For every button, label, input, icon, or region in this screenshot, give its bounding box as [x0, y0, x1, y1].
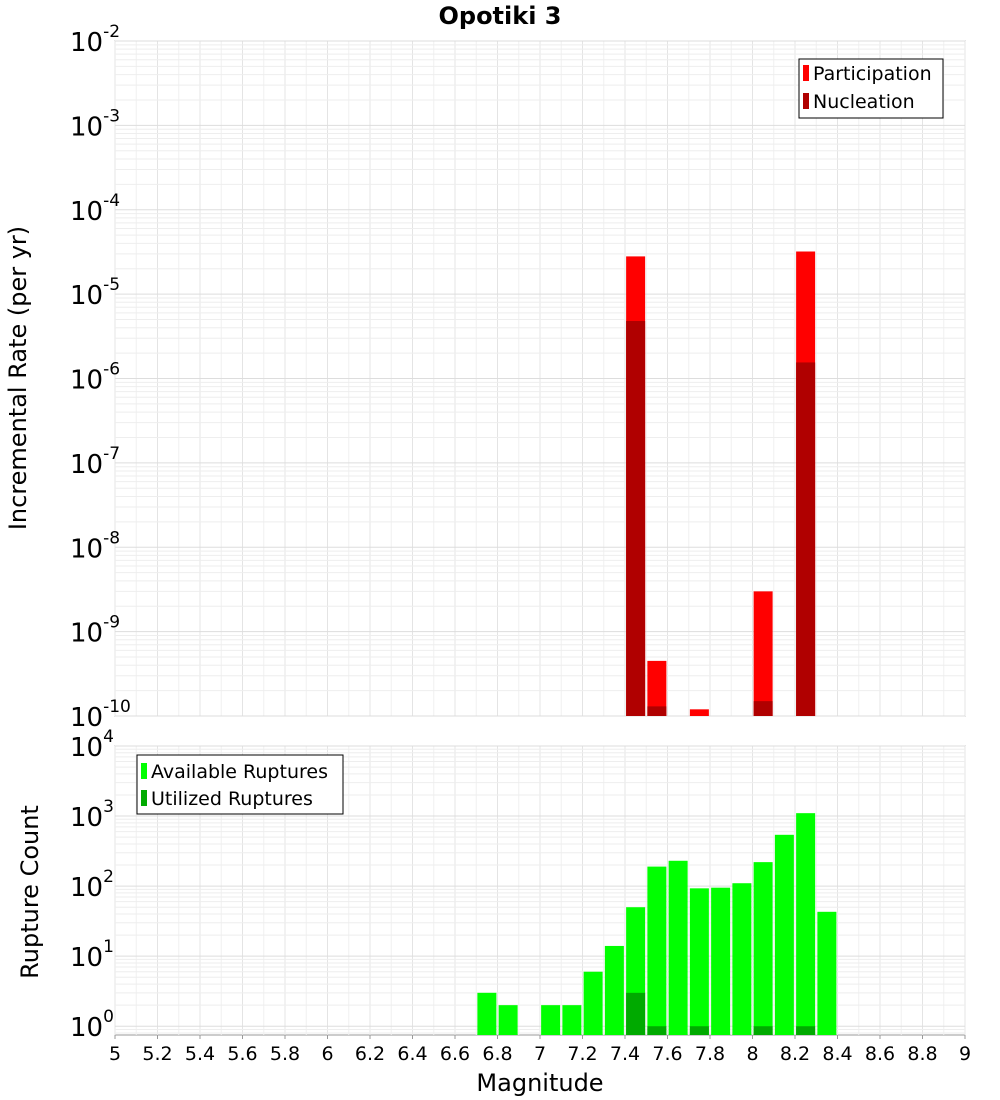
y-tick-label: 103 — [70, 797, 114, 833]
bar-available-ruptures-7.05 — [541, 1005, 561, 1035]
x-tick-label: 6.6 — [440, 1043, 470, 1065]
bar-nucleation-7.55 — [647, 706, 667, 716]
x-tick-label: 5.2 — [142, 1043, 172, 1065]
rate-y-axis-label: Incremental Rate (per yr) — [4, 226, 32, 530]
x-tick-label: 7.6 — [652, 1043, 682, 1065]
x-tick-label: 7.8 — [695, 1043, 725, 1065]
x-tick-label: 6.4 — [397, 1043, 427, 1065]
bar-available-ruptures-6.75 — [477, 992, 497, 1035]
x-tick-label: 5.8 — [270, 1043, 300, 1065]
bar-available-ruptures-7.95 — [732, 883, 752, 1035]
count-x-ticks: 5 5.2 5.4 5.6 5.8 6 6.2 6.4 6.6 6.8 7 7.2 7.4 7.6 7.8 8… — [109, 1035, 971, 1065]
bar-participation-8.05 — [753, 591, 773, 716]
bar-utilized-ruptures-7.45 — [626, 992, 646, 1035]
bar-available-ruptures-8.25 — [796, 813, 816, 1035]
bar-nucleation-8.05 — [753, 701, 773, 716]
y-tick-label: 10-4 — [70, 191, 120, 227]
x-tick-label: 6.2 — [355, 1043, 385, 1065]
x-tick-label: 8.8 — [907, 1043, 937, 1065]
count-panel: 100 101 102 103 104 5 5.2 5.4 5.6 5.8 6 6.2 6.4 6.6 6… — [16, 727, 971, 1097]
rate-legend: Participation Nucleation — [798, 58, 944, 119]
bar-utilized-ruptures-7.55 — [647, 1026, 667, 1035]
y-tick-label: 10-7 — [70, 444, 120, 480]
bar-utilized-ruptures-8.25 — [796, 1026, 816, 1035]
x-tick-label: 8.6 — [865, 1043, 895, 1065]
legend-label-utilized: Utilized Ruptures — [151, 788, 313, 810]
legend-swatch-nucleation — [803, 93, 809, 109]
x-tick-label: 8 — [746, 1043, 758, 1065]
bar-available-ruptures-8.05 — [753, 862, 773, 1035]
x-tick-label: 5.6 — [227, 1043, 257, 1065]
legend-label-nucleation: Nucleation — [813, 91, 915, 113]
x-tick-label: 8.4 — [822, 1043, 852, 1065]
legend-swatch-utilized — [141, 790, 147, 806]
x-tick-label: 6.8 — [482, 1043, 512, 1065]
x-tick-label: 9 — [959, 1043, 971, 1065]
x-tick-label: 6 — [321, 1043, 333, 1065]
x-tick-label: 7.2 — [567, 1043, 597, 1065]
y-tick-label: 10-5 — [70, 275, 120, 311]
bar-available-ruptures-7.35 — [604, 945, 624, 1035]
x-tick-label: 5.4 — [185, 1043, 215, 1065]
y-tick-label: 10-10 — [70, 697, 131, 733]
bar-utilized-ruptures-8.05 — [753, 1026, 773, 1035]
x-tick-label: 7.4 — [610, 1043, 640, 1065]
bar-available-ruptures-7.65 — [668, 860, 688, 1035]
y-tick-label: 10-3 — [70, 106, 120, 142]
count-legend-box — [136, 754, 344, 815]
bar-available-ruptures-7.25 — [583, 971, 603, 1035]
bar-available-ruptures-7.55 — [647, 866, 667, 1035]
x-tick-label: 7 — [534, 1043, 546, 1065]
x-tick-label: 8.2 — [780, 1043, 810, 1065]
bar-available-ruptures-8.35 — [817, 911, 837, 1035]
rate-legend-box — [798, 58, 944, 119]
legend-label-available: Available Ruptures — [151, 761, 328, 783]
legend-swatch-available — [141, 763, 147, 779]
x-tick-label: 5 — [109, 1043, 121, 1065]
bar-participation-7.55 — [647, 660, 667, 716]
rate-grid — [114, 40, 966, 717]
count-legend: Available Ruptures Utilized Ruptures — [136, 754, 344, 815]
bar-available-ruptures-7.15 — [562, 1005, 582, 1035]
y-tick-label: 102 — [70, 867, 114, 903]
bar-available-ruptures-8.15 — [774, 834, 794, 1035]
rate-bars — [626, 251, 816, 716]
bar-utilized-ruptures-7.75 — [689, 1026, 709, 1035]
y-tick-label: 100 — [70, 1007, 114, 1043]
y-tick-label: 104 — [70, 727, 114, 763]
count-y-ticks: 100 101 102 103 104 — [70, 727, 114, 1043]
bar-participation-7.75 — [689, 709, 709, 716]
bar-nucleation-7.45 — [626, 321, 646, 716]
rate-y-ticks: 10-10 10-9 10-8 10-7 10-6 10-5 10-4 10-3 10-2 — [70, 22, 131, 733]
legend-swatch-participation — [803, 65, 809, 81]
chart-title: Opotiki 3 — [438, 2, 561, 30]
y-tick-label: 101 — [70, 937, 114, 973]
y-tick-label: 10-6 — [70, 360, 120, 396]
y-tick-label: 10-9 — [70, 613, 120, 649]
y-tick-label: 10-2 — [70, 22, 120, 58]
bar-nucleation-8.25 — [796, 362, 816, 716]
y-tick-label: 10-8 — [70, 528, 120, 564]
bar-available-ruptures-6.85 — [498, 1005, 518, 1035]
x-axis-label: Magnitude — [476, 1069, 603, 1097]
rate-panel: 10-10 10-9 10-8 10-7 10-6 10-5 10-4 10-3 10-2 In… — [4, 22, 966, 733]
bar-available-ruptures-7.85 — [711, 887, 731, 1035]
legend-label-participation: Participation — [813, 63, 932, 85]
count-bars — [477, 813, 837, 1035]
bar-available-ruptures-7.75 — [689, 888, 709, 1035]
count-grid — [114, 745, 966, 1035]
count-y-axis-label: Rupture Count — [16, 805, 44, 979]
